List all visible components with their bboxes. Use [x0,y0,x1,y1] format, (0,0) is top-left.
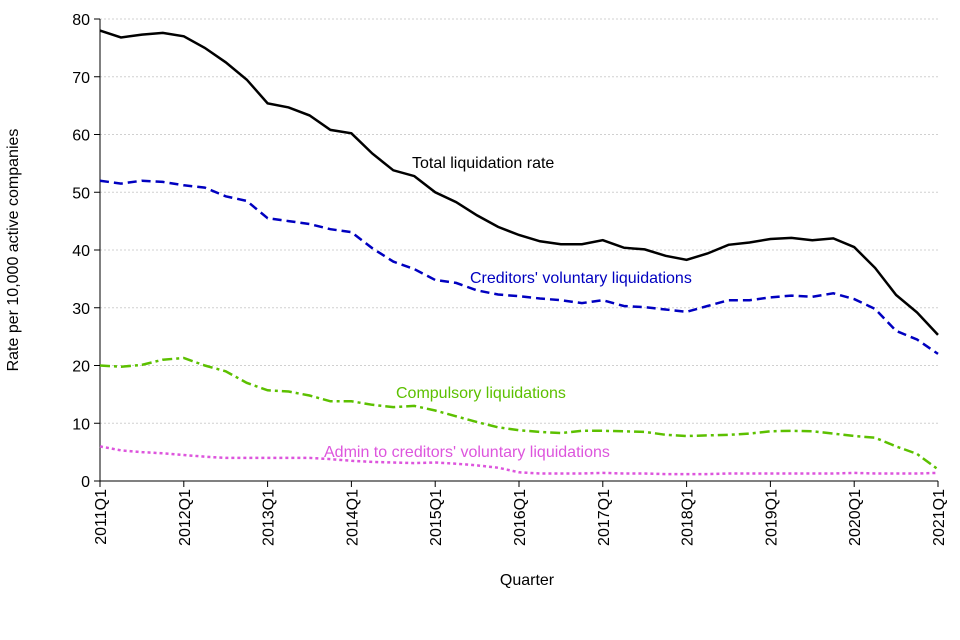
data-line [99,179,939,355]
y-tick-label: 30 [72,301,90,318]
x-tick-label: 2012Q1 [177,489,194,546]
y-tick-label: 50 [72,185,90,202]
series-label: Compulsory liquidations [396,385,566,402]
y-tick-label: 60 [72,128,90,145]
y-tick-label: 70 [72,70,90,87]
x-tick-label: 2019Q1 [763,489,780,546]
y-axis-label: Rate per 10,000 active companies [5,129,22,372]
y-tick-label: 20 [72,359,90,376]
x-tick-label: 2020Q1 [847,489,864,546]
x-tick-label: 2017Q1 [596,489,613,546]
x-axis-label: Quarter [500,572,555,589]
data-line [99,29,939,336]
x-tick-label: 2021Q1 [931,489,948,546]
series-label: Admin to creditors' voluntary liquidatio… [324,444,610,461]
y-tick-label: 10 [72,416,90,433]
x-tick-label: 2015Q1 [428,489,445,546]
series-label: Total liquidation rate [412,155,554,172]
y-tick-label: 80 [72,12,90,29]
y-tick-label: 40 [72,243,90,260]
x-tick-label: 2014Q1 [344,489,361,546]
series-label: Creditors' voluntary liquidations [470,270,692,287]
x-tick-label: 2013Q1 [261,489,278,546]
x-tick-label: 2011Q1 [93,489,110,545]
data-line [99,445,939,476]
x-tick-label: 2018Q1 [680,489,697,546]
x-tick-label: 2016Q1 [512,489,529,546]
y-tick-label: 0 [81,474,90,491]
